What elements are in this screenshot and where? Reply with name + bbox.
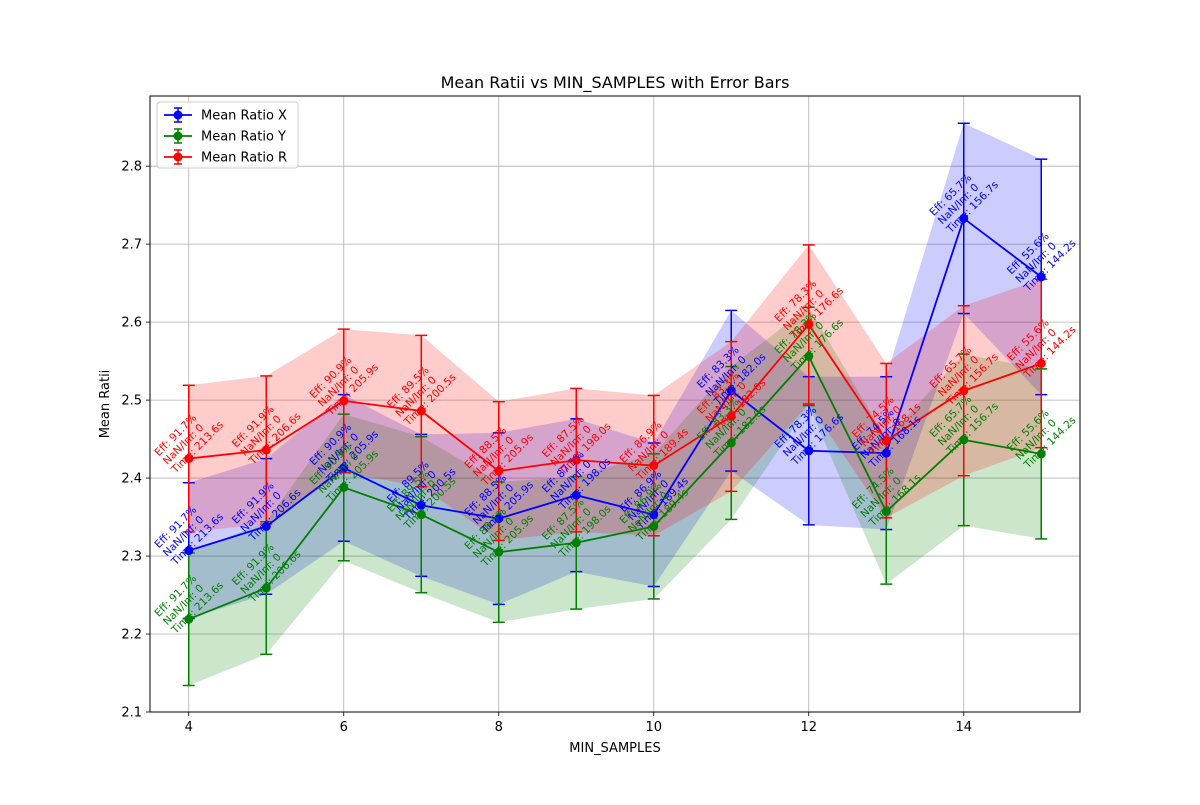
data-point [184, 614, 194, 624]
error-bands [188, 123, 1042, 686]
plot-area-frame [149, 95, 1081, 713]
data-point [649, 521, 659, 531]
legend-box [156, 101, 299, 169]
chart-title: Mean Ratii vs MIN_SAMPLES with Error Bar… [441, 73, 790, 93]
y-tick-label: 2.1 [121, 706, 142, 721]
data-point [339, 396, 349, 406]
data-point [494, 466, 504, 476]
data-point [571, 490, 581, 500]
data-point [804, 446, 814, 456]
data-point [184, 546, 194, 556]
error-band-series-2 [188, 244, 1042, 541]
data-point [339, 463, 349, 473]
data-point [1036, 449, 1046, 459]
data-point [804, 319, 814, 329]
data-point [339, 482, 349, 492]
data-point [184, 454, 194, 464]
legend: Mean Ratio X Mean Ratio Y Mean Ratio R [156, 101, 299, 169]
data-point [261, 521, 271, 531]
legend-swatch-marker [173, 131, 183, 141]
y-tick-label: 2.5 [121, 394, 142, 409]
x-tick-label: 12 [800, 720, 817, 735]
data-point [1036, 358, 1046, 368]
data-point [261, 445, 271, 455]
data-point [416, 500, 426, 510]
data-point [494, 547, 504, 557]
series-lines [188, 216, 1042, 621]
data-point [881, 448, 891, 458]
y-tick-label: 2.6 [121, 316, 142, 331]
data-point [881, 436, 891, 446]
series-line-0 [188, 216, 1042, 552]
data-point [571, 538, 581, 548]
series-line-1 [188, 354, 1042, 621]
data-point [726, 386, 736, 396]
data-point [881, 507, 891, 517]
legend-swatch-marker [173, 152, 183, 162]
data-point [416, 510, 426, 520]
y-tick-label: 2.4 [121, 472, 142, 487]
x-tick-label: 6 [340, 720, 348, 735]
y-axis-label: Mean Ratii [98, 370, 113, 439]
y-tick-label: 2.8 [121, 160, 142, 175]
y-tick-label: 2.3 [121, 550, 142, 565]
data-point [959, 213, 969, 223]
data-point [804, 351, 814, 361]
error-band-series-1 [188, 307, 1042, 686]
data-point [649, 461, 659, 471]
error-band-series-0 [188, 123, 1042, 619]
y-tick-label: 2.7 [121, 238, 142, 253]
legend-label: Mean Ratio X [201, 109, 287, 124]
data-point [726, 411, 736, 421]
axis-ticks: 4 6 8 10 12 14 2.1 2.2 2.3 2.4 2.5 2.6 2.7 2.8 [121, 160, 972, 735]
x-tick-label: 10 [645, 720, 662, 735]
data-point [571, 455, 581, 465]
data-point [649, 510, 659, 520]
legend-label: Mean Ratio R [201, 151, 287, 166]
data-point [726, 438, 736, 448]
x-tick-label: 4 [185, 720, 193, 735]
data-point [959, 386, 969, 396]
series-points [184, 213, 1046, 624]
data-point [494, 514, 504, 524]
legend-label: Mean Ratio Y [201, 130, 286, 145]
series-line-2 [188, 322, 1042, 473]
y-tick-label: 2.2 [121, 628, 142, 643]
legend-swatch-marker [173, 110, 183, 120]
x-tick-label: 8 [495, 720, 503, 735]
data-point [959, 435, 969, 445]
data-point [416, 406, 426, 416]
x-tick-label: 14 [955, 720, 972, 735]
x-axis-label: MIN_SAMPLES [569, 741, 660, 756]
data-point [1036, 272, 1046, 282]
data-point [261, 583, 271, 593]
